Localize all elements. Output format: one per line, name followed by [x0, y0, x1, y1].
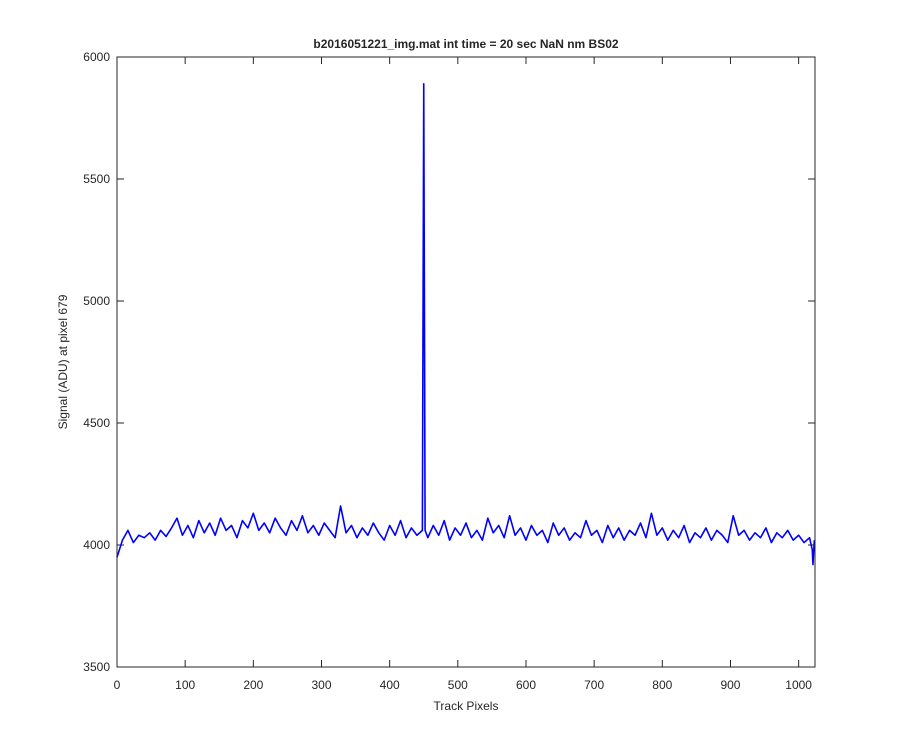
y-tick-label: 6000 — [83, 50, 110, 64]
x-tick-label: 400 — [380, 678, 400, 692]
y-tick-label: 5500 — [83, 172, 110, 186]
chart-title: b2016051221_img.mat int time = 20 sec Na… — [313, 37, 618, 51]
data-line — [116, 83, 816, 566]
x-tick-label: 800 — [652, 678, 672, 692]
x-tick-label: 300 — [311, 678, 331, 692]
x-tick-label: 900 — [720, 678, 740, 692]
x-tick-label: 1000 — [785, 678, 812, 692]
x-tick-label: 200 — [243, 678, 263, 692]
y-tick-label: 5000 — [83, 294, 110, 308]
x-tick-label: 100 — [175, 678, 195, 692]
x-tick-label: 600 — [516, 678, 536, 692]
y-axis-label: Signal (ADU) at pixel 679 — [56, 294, 70, 429]
plot-frame — [116, 56, 816, 668]
y-tick-label: 3500 — [83, 660, 110, 674]
y-tick-label: 4500 — [83, 416, 110, 430]
x-axis-label: Track Pixels — [434, 699, 499, 713]
x-tick-label: 700 — [584, 678, 604, 692]
x-tick-label: 500 — [448, 678, 468, 692]
x-tick-label: 0 — [114, 678, 121, 692]
y-tick-label: 4000 — [83, 538, 110, 552]
